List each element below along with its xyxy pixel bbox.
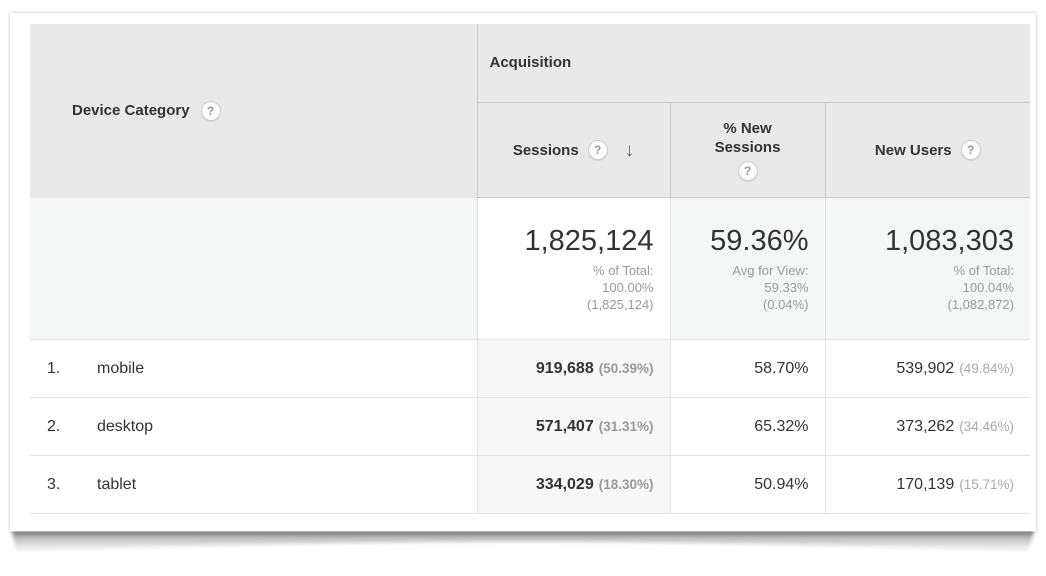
new-sessions-value: 58.70% (754, 359, 809, 377)
new-sessions-avg: 59.36% (710, 225, 809, 257)
sessions-total-note: 100.00% (602, 280, 654, 295)
new-users-value: 373,262 (896, 417, 955, 435)
new-users-cell: 170,139 (15.71%) (824, 455, 1030, 514)
row-index: 3. (47, 475, 61, 493)
dimension-cell: 1. mobile (30, 339, 477, 398)
new-sessions-cell: 50.94% (669, 455, 825, 514)
device-category-table: Device Category ? Acquisition Sessions ?… (30, 24, 1030, 514)
new-users-total-note: % of Total: (953, 263, 1014, 278)
new-users-value: 539,902 (896, 359, 955, 377)
new-users-cell: 539,902 (49.84%) (824, 339, 1030, 398)
table-row-desktop: 2. desktop 571,407 (31.31%) 65.32% 373,262… (30, 397, 1030, 456)
help-icon[interactable]: ? (737, 161, 758, 181)
sessions-total: 1,825,124 (524, 225, 654, 257)
new-sessions-value: 65.32% (754, 417, 809, 435)
device-label: desktop (97, 417, 154, 435)
new-sessions-avg-note: (0.04%) (762, 297, 809, 312)
card-bottom-shadow (12, 531, 1034, 552)
sort-descending-icon: ↓ (624, 139, 635, 161)
new-users-share: (49.84%) (959, 360, 1014, 376)
column-header-sessions[interactable]: Sessions ? ↓ (477, 102, 670, 198)
sessions-share: (31.31%) (598, 418, 654, 434)
new-users-total-note: 100.04% (962, 280, 1014, 295)
new-users-total: 1,083,303 (884, 225, 1014, 257)
table-row-tablet: 3. tablet 334,029 (18.30%) 50.94% 170,139(… (30, 455, 1030, 514)
device-label: mobile (97, 359, 145, 377)
sessions-total-note: % of Total: (593, 263, 654, 278)
new-users-total-note: (1,082,872) (947, 297, 1015, 312)
new-users-share: (34.46%) (959, 418, 1014, 434)
new-users-label: New Users (874, 141, 952, 159)
new-sessions-avg-note: Avg for View: (732, 263, 809, 278)
new-sessions-label: % New Sessions (714, 120, 781, 156)
metric-header-row: Sessions ? ↓ % New Sessions ? New (30, 102, 1030, 198)
sessions-cell: 919,688 (50.39%) (476, 339, 670, 398)
summary-new-users-cell: 1,083,303 % of Total: 100.04% (1,082,872… (824, 197, 1030, 340)
new-sessions-cell: 65.32% (669, 397, 825, 456)
summary-row: 1,825,124 % of Total: 100.00% (1,825,124… (30, 197, 1030, 340)
column-header-device-category[interactable]: Device Category ? (30, 24, 478, 198)
new-sessions-avg-note: 59.33% (764, 280, 809, 295)
acquisition-label: Acquisition (489, 54, 572, 71)
help-icon[interactable]: ? (587, 140, 608, 160)
new-sessions-cell: 58.70% (669, 339, 825, 398)
row-index: 1. (47, 359, 61, 377)
sessions-cell: 334,029 (18.30%) (476, 455, 670, 514)
table-row-mobile: 1. mobile 919,688 (50.39%) 58.70% 539,902(… (30, 339, 1030, 398)
new-users-value: 170,139 (896, 475, 955, 493)
help-icon[interactable]: ? (960, 140, 981, 160)
sessions-value: 571,407 (535, 417, 594, 435)
new-sessions-value: 50.94% (754, 475, 809, 493)
sessions-label: Sessions (512, 141, 579, 159)
section-header-row: Device Category ? Acquisition (30, 24, 1030, 198)
help-icon[interactable]: ? (200, 100, 221, 121)
dimension-cell: 2. desktop (30, 397, 477, 456)
dimension-cell: 3. tablet (30, 455, 477, 514)
sessions-total-note: (1,825,124) (587, 297, 654, 312)
summary-sessions-cell: 1,825,124 % of Total: 100.00% (1,825,124… (476, 197, 670, 340)
sessions-value: 919,688 (535, 359, 594, 377)
device-label: tablet (97, 475, 137, 493)
sessions-share: (18.30%) (598, 476, 654, 492)
report-card: Device Category ? Acquisition Sessions ?… (10, 13, 1036, 552)
sessions-share: (50.39%) (598, 360, 654, 376)
summary-new-sessions-cell: 59.36% Avg for View: 59.33% (0.04%) (669, 197, 825, 340)
row-index: 2. (47, 417, 61, 435)
section-header-acquisition: Acquisition (477, 24, 1030, 103)
sessions-value: 334,029 (535, 475, 594, 493)
column-header-new-users[interactable]: New Users ? (824, 102, 1030, 198)
new-users-cell: 373,262 (34.46%) (824, 397, 1030, 456)
device-category-label: Device Category (72, 102, 190, 120)
column-header-new-sessions[interactable]: % New Sessions ? (669, 102, 825, 198)
new-users-share: (15.71%) (959, 476, 1014, 492)
summary-empty-cell (30, 197, 477, 340)
sessions-cell: 571,407 (31.31%) (476, 397, 670, 456)
